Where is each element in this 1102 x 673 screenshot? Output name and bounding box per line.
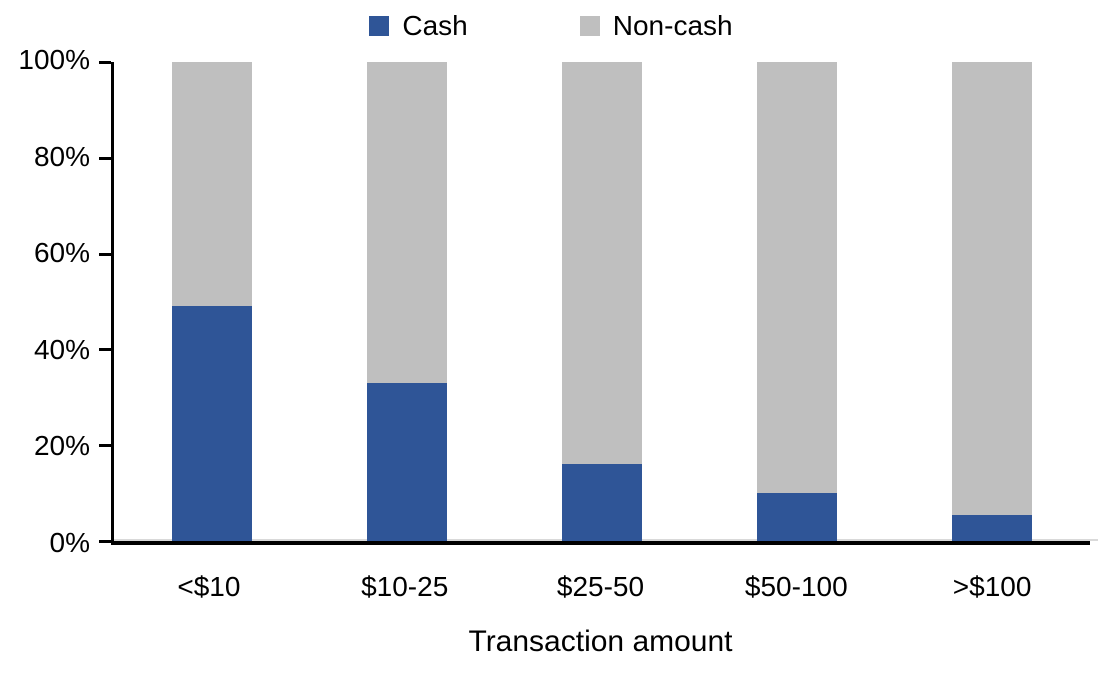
y-tick-mark: [99, 444, 111, 448]
y-tick-mark: [99, 540, 111, 543]
y-tick-mark: [99, 156, 111, 160]
y-tick-label: 0%: [49, 527, 90, 558]
x-tick-label: >$100: [952, 571, 1032, 602]
stacked-bar: [757, 62, 838, 541]
x-tick-label: <$10: [177, 571, 241, 602]
chart-legend: Cash Non-cash: [0, 12, 1102, 40]
cash-swatch-icon: [369, 16, 390, 36]
stacked-bar: [366, 62, 447, 541]
y-tick-mark: [99, 252, 111, 256]
noncash-segment: [366, 62, 447, 383]
bar-slot: [504, 62, 699, 541]
y-tick-mark: [99, 348, 111, 352]
x-tick-label: $25-50: [556, 571, 645, 602]
noncash-segment: [562, 62, 642, 465]
legend-label-noncash: Non-cash: [612, 10, 733, 41]
cash-segment: [171, 306, 252, 541]
cash-segment: [757, 493, 838, 541]
legend-label-cash: Cash: [402, 10, 468, 41]
legend-item-cash: Cash: [369, 10, 468, 41]
noncash-segment: [171, 62, 252, 307]
y-tick-mark: [99, 61, 111, 64]
bar-slot: [895, 62, 1090, 541]
y-tick-label: 100%: [18, 44, 90, 75]
y-axis-labels: 0% 20% 40% 60% 80% 100%: [0, 46, 90, 557]
noncash-swatch-icon: [579, 16, 600, 36]
x-axis-labels: <$10 $10-25 $25-50 $50-100 >$100: [111, 570, 1090, 604]
cash-segment: [562, 464, 642, 541]
bar-slot: [700, 62, 895, 541]
cash-segment: [952, 514, 1033, 541]
plot-area: [99, 61, 1098, 545]
legend-item-noncash: Non-cash: [579, 10, 733, 41]
stacked-bar: [171, 62, 252, 541]
x-tick-label: $10-25: [361, 571, 449, 602]
stacked-bar: [952, 62, 1033, 541]
x-axis-title: Transaction amount: [468, 625, 733, 658]
bars: [114, 62, 1090, 541]
y-tick-label: 40%: [33, 333, 90, 365]
bar-slot: [309, 62, 504, 541]
y-tick-label: 60%: [33, 237, 90, 269]
bar-slot: [114, 62, 309, 541]
noncash-segment: [757, 62, 838, 494]
x-tick-label: $50-100: [744, 571, 848, 602]
noncash-segment: [952, 62, 1033, 515]
stacked-bar: [562, 62, 642, 541]
y-tick-label: 80%: [33, 140, 90, 172]
cash-segment: [366, 382, 447, 541]
y-tick-label: 20%: [33, 430, 90, 462]
